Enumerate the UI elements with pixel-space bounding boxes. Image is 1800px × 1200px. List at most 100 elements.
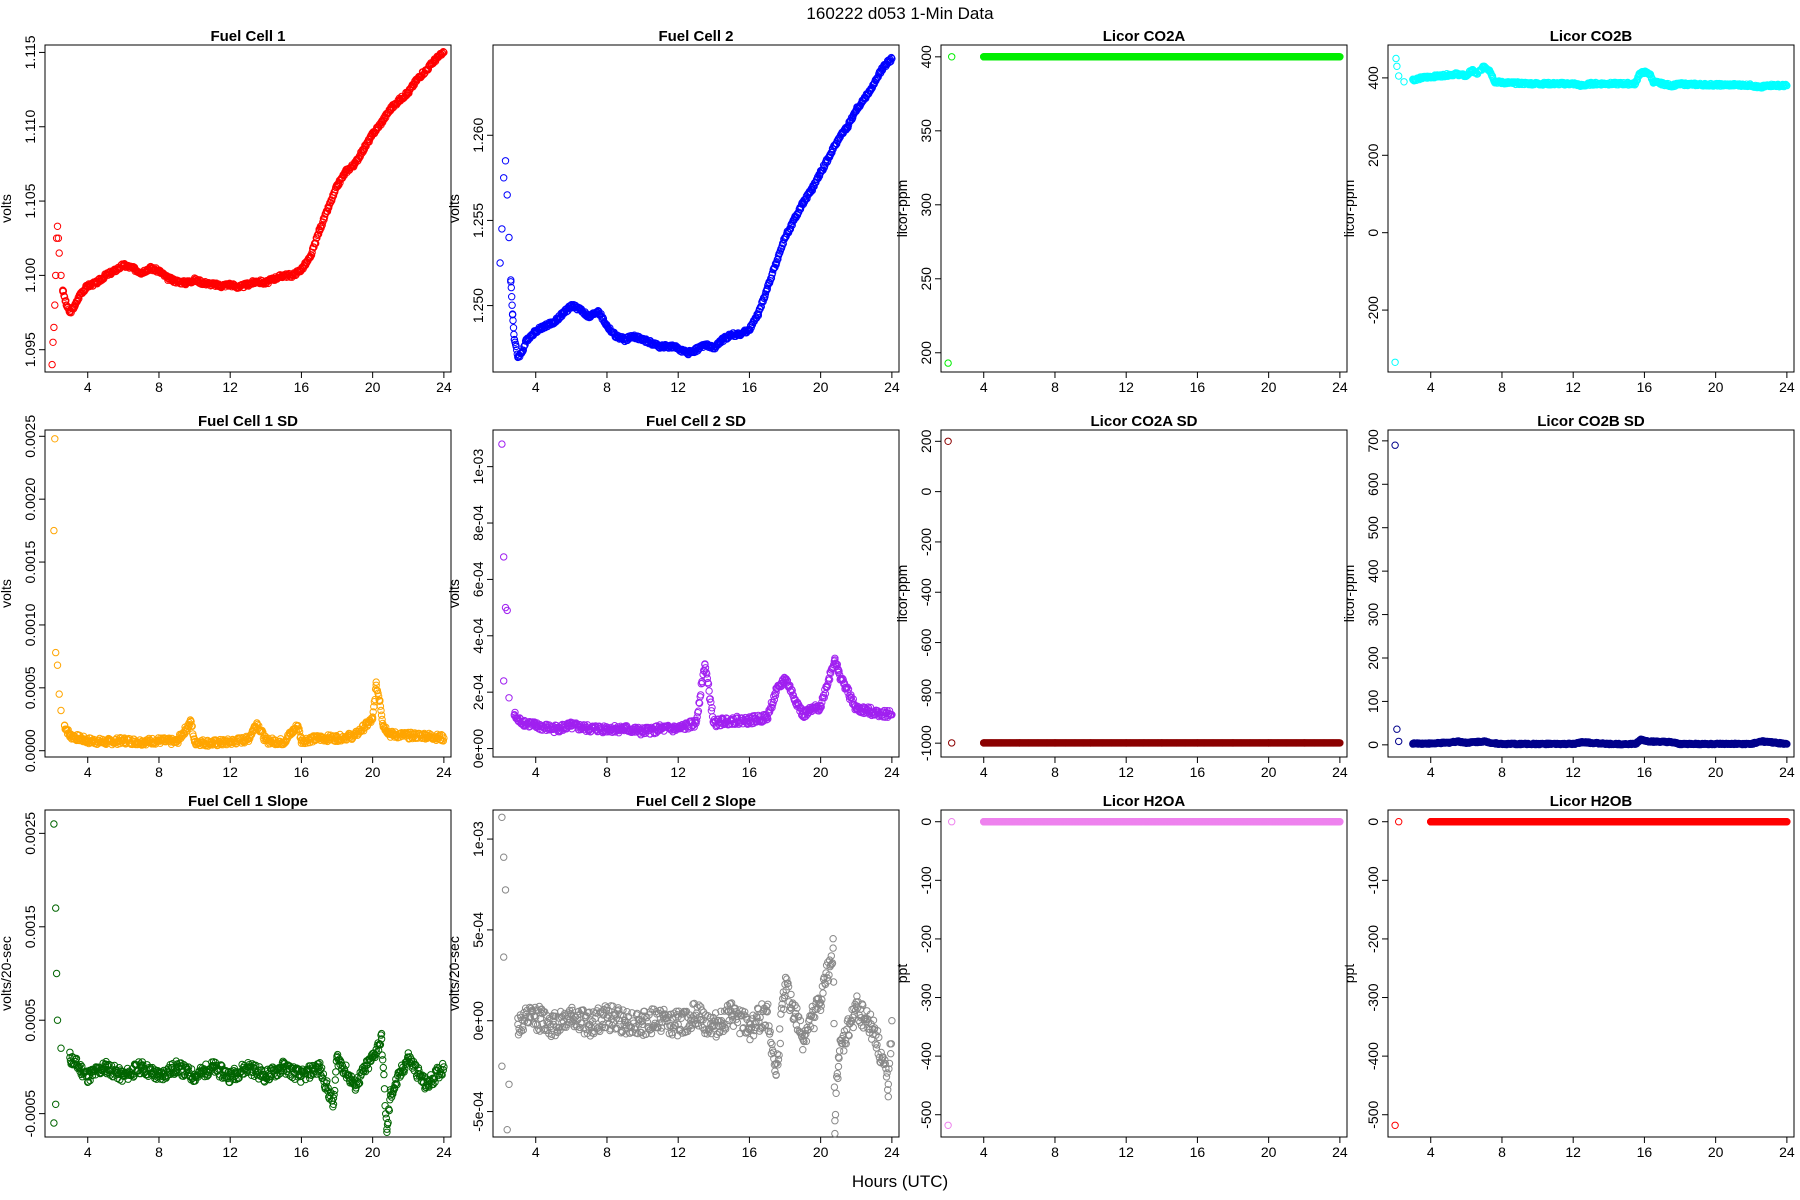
y-tick-label: 100 — [1365, 690, 1381, 714]
data-point — [885, 58, 894, 66]
series-points — [50, 435, 448, 750]
data-point — [60, 293, 69, 301]
data-point — [1395, 72, 1403, 80]
data-point — [532, 327, 540, 335]
data-point — [320, 216, 328, 224]
y-tick-label: 1.250 — [470, 288, 486, 323]
data-point — [422, 66, 430, 75]
data-point — [53, 661, 62, 669]
panel-title: Licor CO2B SD — [1537, 413, 1645, 430]
data-point — [852, 106, 860, 114]
data-point — [1391, 358, 1399, 366]
plot-frame — [1387, 44, 1795, 373]
x-tick-label: 4 — [84, 764, 92, 780]
data-point — [431, 56, 439, 64]
y-tick-label: 1.110 — [22, 110, 38, 144]
x-tick-label: 12 — [670, 379, 686, 395]
data-point — [217, 282, 226, 290]
data-point — [355, 152, 364, 160]
data-point — [772, 259, 780, 267]
data-point — [745, 325, 754, 334]
data-point — [413, 75, 421, 83]
data-point — [66, 308, 74, 317]
x-tick-label: 24 — [1332, 379, 1348, 395]
data-point — [763, 284, 771, 293]
data-point — [674, 344, 682, 352]
x-tick-label: 8 — [603, 379, 611, 395]
data-point — [630, 332, 638, 340]
y-axis-label: licor-ppm — [894, 180, 910, 238]
y-tick-label: 0 — [1365, 229, 1381, 237]
x-tick-label: 8 — [1051, 379, 1059, 395]
x-tick-label: 12 — [1118, 379, 1134, 395]
data-point — [271, 274, 279, 283]
data-point — [315, 227, 323, 235]
data-point — [808, 186, 816, 194]
data-point — [76, 289, 85, 297]
data-point — [509, 324, 518, 332]
y-axis-label: volts — [446, 579, 462, 608]
panel-title: Fuel Cell 2 — [658, 28, 733, 45]
x-tick-label: 20 — [813, 764, 829, 780]
data-point — [500, 553, 508, 561]
x-tick-label: 16 — [742, 379, 758, 395]
data-point — [507, 276, 515, 284]
y-tick-label: 400 — [918, 45, 934, 69]
data-point — [51, 435, 59, 443]
data-point — [508, 310, 517, 318]
data-point — [1393, 62, 1401, 71]
x-tick-label: 8 — [1051, 764, 1059, 780]
data-point — [146, 264, 154, 272]
data-point — [870, 80, 878, 88]
x-tick-label: 4 — [1427, 764, 1435, 780]
data-point — [540, 322, 549, 330]
data-point — [404, 88, 412, 97]
y-tick-label: 2e-04 — [470, 674, 486, 710]
data-point — [288, 271, 297, 280]
y-tick-label: -600 — [918, 628, 934, 656]
y-tick-label: -200 — [918, 528, 934, 556]
data-point — [313, 234, 321, 242]
series-points — [48, 48, 448, 369]
plot-frame — [492, 429, 900, 758]
data-point — [760, 294, 768, 302]
data-point — [253, 277, 261, 285]
x-tick-label: 16 — [294, 379, 310, 395]
x-tick-label: 20 — [1708, 764, 1724, 780]
data-point — [781, 233, 789, 242]
panel-title: Licor CO2A SD — [1091, 413, 1198, 430]
data-point — [164, 274, 172, 283]
y-tick-label: 0.0025 — [22, 415, 38, 458]
y-axis-label: licor-ppm — [1341, 565, 1357, 623]
data-point — [333, 182, 341, 190]
data-point — [325, 204, 333, 212]
y-tick-label: 200 — [918, 341, 934, 365]
data-point — [948, 53, 956, 61]
x-tick-label: 4 — [532, 764, 540, 780]
x-tick-label: 16 — [1190, 379, 1206, 395]
plot-frame — [1387, 429, 1795, 758]
x-tick-label: 20 — [365, 764, 381, 780]
figure-x-label: Hours (UTC) — [852, 1172, 948, 1191]
y-tick-label: 0.0015 — [22, 540, 38, 583]
data-point — [834, 135, 843, 143]
data-point — [279, 271, 288, 280]
data-point — [59, 286, 67, 294]
data-point — [692, 346, 700, 354]
data-point — [829, 145, 837, 153]
data-point — [517, 349, 526, 357]
x-tick-label: 4 — [1427, 379, 1435, 395]
data-point — [308, 248, 316, 257]
data-point — [888, 54, 896, 63]
data-point — [576, 305, 584, 313]
data-point — [944, 437, 952, 445]
x-tick-label: 8 — [1498, 764, 1506, 780]
x-tick-label: 24 — [884, 379, 900, 395]
data-point — [128, 264, 137, 272]
y-tick-label: 0 — [1365, 741, 1381, 749]
y-tick-label: 1.260 — [470, 118, 486, 153]
